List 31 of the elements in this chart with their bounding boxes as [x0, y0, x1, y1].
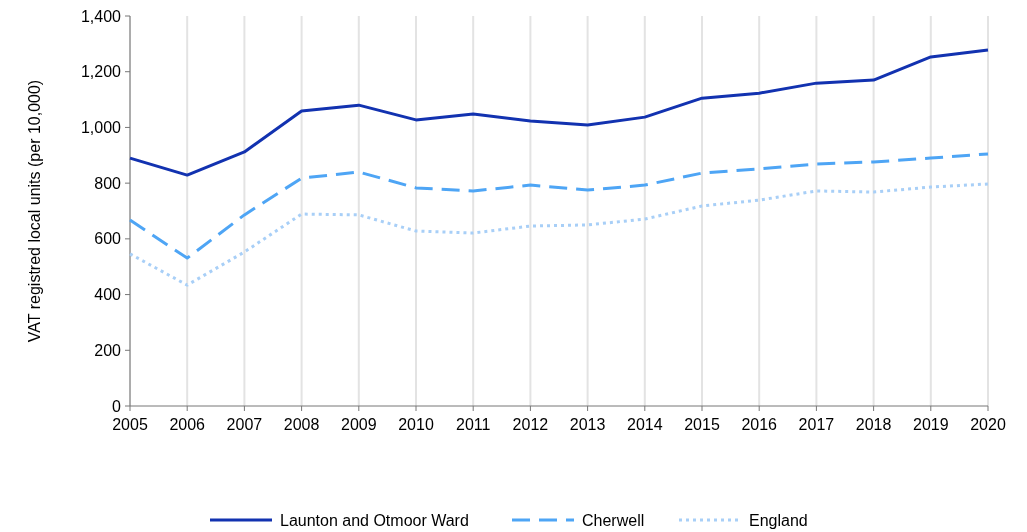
- x-tick-label: 2019: [913, 416, 949, 433]
- x-tick-label: 2017: [798, 416, 835, 433]
- y-tick-label: 1,200: [80, 63, 122, 81]
- line-series: [128, 152, 990, 260]
- y-tick-label: 800: [94, 174, 122, 192]
- x-tick-label: 2008: [283, 416, 320, 433]
- line-series: [128, 182, 990, 287]
- x-tick-label: 2007: [226, 416, 263, 433]
- y-tick-label: 1,000: [80, 119, 122, 137]
- legend-label: England: [749, 511, 808, 529]
- legend-label: Launton and Otmoor Ward: [280, 511, 469, 529]
- y-tick-label: 1,400: [80, 7, 122, 25]
- y-axis-title: VAT registred local units (per 10,000): [26, 79, 43, 343]
- x-tick-label: 2012: [512, 416, 549, 433]
- x-tick-label: 2009: [341, 416, 377, 433]
- x-tick-label: 2010: [398, 416, 434, 433]
- x-tick-label: 2014: [627, 416, 663, 433]
- y-tick-label: 600: [94, 230, 122, 248]
- x-tick-label: 2016: [741, 416, 778, 433]
- y-tick-label: 0: [112, 397, 122, 415]
- legend-label: Cherwell: [582, 511, 645, 529]
- x-tick-label: 2006: [169, 416, 206, 433]
- x-tick-label: 2018: [855, 416, 892, 433]
- y-tick-label: 400: [94, 286, 122, 304]
- x-tick-label: 2011: [456, 416, 491, 433]
- y-tick-label: 200: [94, 341, 122, 359]
- x-tick-label: 2005: [112, 416, 148, 433]
- x-tick-label: 2015: [684, 416, 720, 433]
- x-tick-label: 2013: [569, 416, 606, 433]
- x-tick-label: 2020: [970, 416, 1006, 433]
- line-series: [128, 48, 990, 177]
